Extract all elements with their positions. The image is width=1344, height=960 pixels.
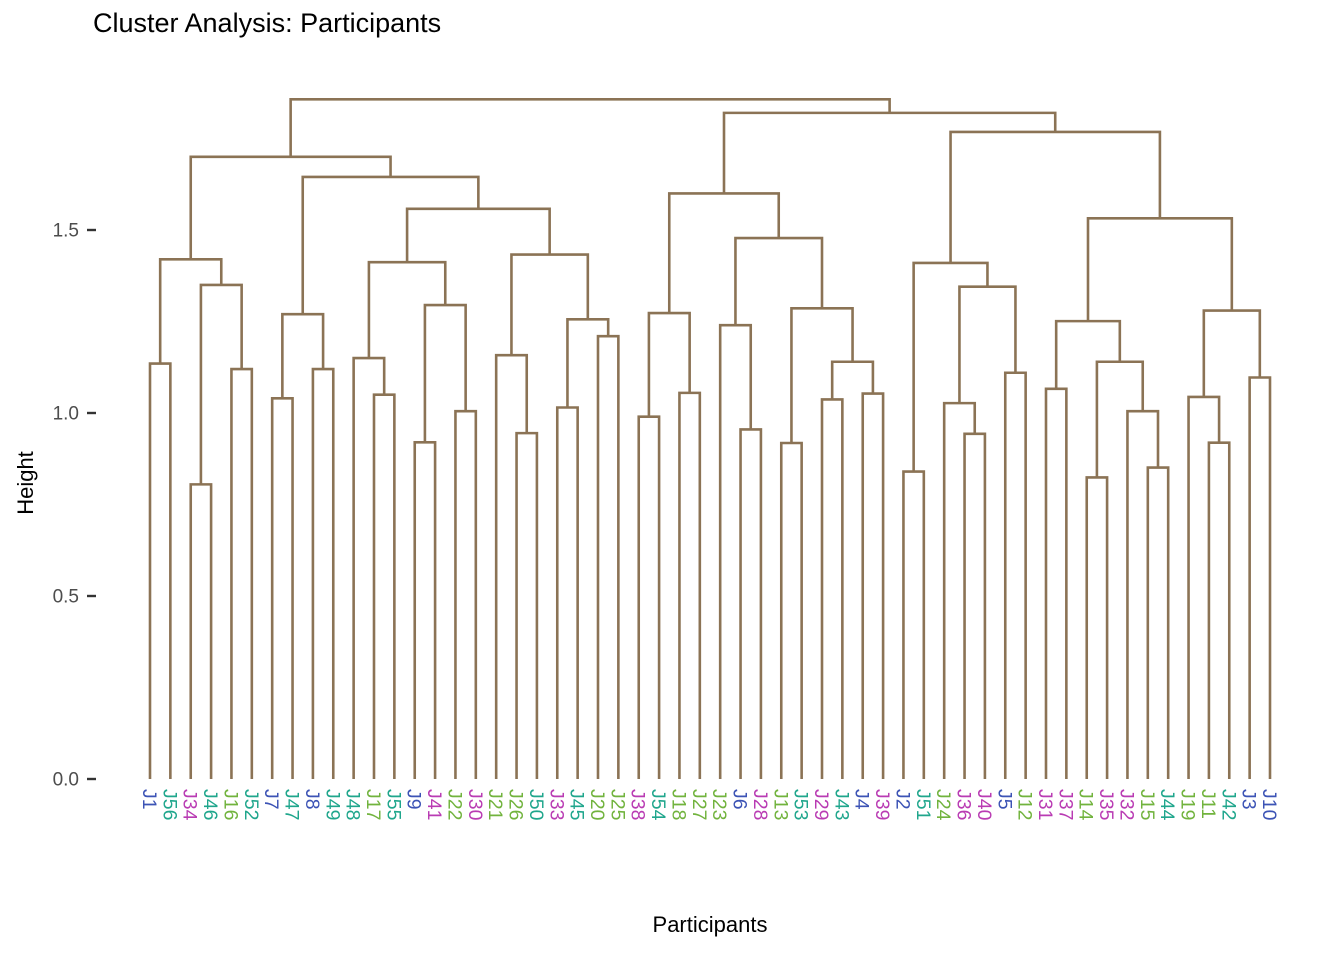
- leaf-label: J46: [199, 789, 221, 820]
- leaf-label: J35: [1095, 789, 1117, 821]
- dendrogram-links: [148, 98, 1272, 779]
- y-axis-tick-label: 1.5: [53, 221, 79, 242]
- y-axis-tick-label: 0.0: [53, 770, 79, 791]
- leaf-label: J25: [606, 789, 628, 821]
- leaf-label: J30: [464, 789, 486, 821]
- leaf-label: J54: [647, 789, 669, 821]
- leaf-label: J51: [912, 789, 934, 820]
- leaf-label: J28: [749, 789, 771, 820]
- leaf-label: J50: [525, 789, 547, 821]
- leaf-label: J34: [179, 789, 201, 821]
- leaf-label: J1: [138, 789, 160, 810]
- y-axis-tick-label: 1.0: [53, 404, 79, 425]
- leaf-label: J31: [1034, 789, 1056, 820]
- leaf-label: J48: [342, 789, 364, 820]
- leaf-label: J47: [281, 789, 303, 820]
- leaf-label: J29: [810, 789, 832, 820]
- leaf-label: J45: [566, 789, 588, 821]
- leaf-label: J18: [667, 789, 689, 820]
- leaf-label: J44: [1156, 789, 1178, 821]
- leaf-label: J5: [993, 789, 1015, 810]
- leaf-label: J56: [158, 789, 180, 820]
- leaf-label: J8: [301, 789, 323, 810]
- leaf-label: J41: [423, 789, 445, 820]
- leaf-label: J39: [871, 789, 893, 820]
- leaf-label: J10: [1258, 789, 1280, 821]
- leaf-label: J6: [729, 789, 751, 810]
- chart-title: Cluster Analysis: Participants: [93, 8, 442, 38]
- leaf-label: J12: [1014, 789, 1036, 820]
- leaf-label: J11: [1197, 789, 1219, 819]
- y-axis-tick-label: 0.5: [53, 587, 79, 608]
- leaf-label: J36: [953, 789, 975, 820]
- leaf-label: J13: [769, 789, 791, 820]
- leaf-label: J33: [545, 789, 567, 820]
- leaf-label: J19: [1177, 789, 1199, 820]
- leaf-label: J16: [219, 789, 241, 820]
- leaf-label: J22: [443, 789, 465, 820]
- leaf-label: J49: [321, 789, 343, 820]
- leaf-label: J9: [403, 789, 425, 810]
- leaf-label: J40: [973, 789, 995, 821]
- leaf-label: J26: [505, 789, 527, 820]
- leaf-label: J24: [932, 789, 954, 821]
- leaf-label: J32: [1115, 789, 1137, 820]
- leaf-label: J3: [1238, 789, 1260, 810]
- x-axis-title: Participants: [652, 912, 768, 937]
- leaf-label: J21: [484, 789, 506, 820]
- leaf-label: J37: [1054, 789, 1076, 820]
- leaf-label: J2: [891, 789, 913, 810]
- leaf-label: J20: [586, 789, 608, 821]
- leaf-label: J52: [240, 789, 262, 820]
- leaf-label: J4: [851, 789, 873, 810]
- leaf-label: J38: [627, 789, 649, 820]
- leaf-label: J7: [260, 789, 282, 810]
- leaf-label: J15: [1136, 789, 1158, 821]
- leaf-label: J55: [382, 789, 404, 821]
- leaf-label: J53: [790, 789, 812, 820]
- leaf-label: J14: [1075, 789, 1097, 821]
- leaf-label: J27: [688, 789, 710, 820]
- leaf-label: J42: [1217, 789, 1239, 820]
- leaf-label: J43: [830, 789, 852, 820]
- leaf-label: J23: [708, 789, 730, 820]
- leaf-label: J17: [362, 789, 384, 820]
